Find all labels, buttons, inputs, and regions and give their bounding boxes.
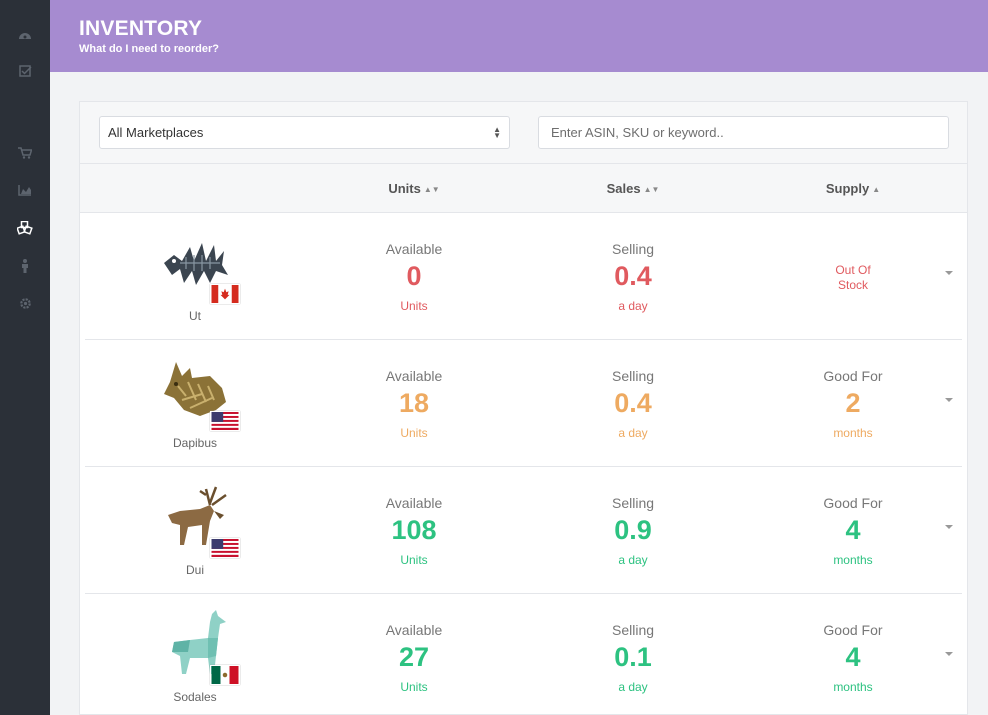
select-arrows-icon: ▲ ▼ [493, 124, 501, 140]
units-value: 108 [391, 515, 437, 545]
product-thumbnail-fish [160, 227, 232, 299]
inventory-icon[interactable] [17, 221, 33, 235]
table-row[interactable]: Ut Available 0 Units Selling 0.4 a day O… [85, 213, 962, 340]
sales-cell: Selling 0.4 a day [553, 340, 713, 467]
sort-icon: ▲▼ [423, 185, 440, 194]
table-row[interactable]: Sodales Available 27 Units Selling 0.1 a… [85, 594, 962, 715]
product-name: Sodales [173, 690, 217, 704]
units-unit: Units [400, 553, 428, 567]
supply-value: 2 [845, 388, 861, 418]
person-icon[interactable] [17, 259, 33, 273]
supply-label: Good For [823, 495, 883, 511]
search-input[interactable] [538, 116, 949, 149]
product-cell: Dapibus [155, 354, 245, 458]
expand-caret-icon[interactable] [945, 271, 953, 275]
supply-cell: Out Of Stock [773, 213, 933, 340]
table-row[interactable]: Dapibus Available 18 Units Selling 0.4 a… [85, 340, 962, 467]
sort-asc-icon: ▲ [872, 185, 881, 194]
supply-label: Good For [823, 368, 883, 384]
page-subtitle: What do I need to reorder? [79, 43, 219, 55]
inventory-card: All Marketplaces ▲▼ Units▲▼ Sales▲▼ Supp… [79, 101, 968, 715]
units-cell: Available 27 Units [334, 594, 494, 715]
column-header-row: Units ▲▼ Sales ▲▼ Supply ▲ [80, 164, 967, 213]
units-unit: Units [400, 426, 428, 440]
column-header-sales-label: Sales [606, 181, 641, 196]
units-label: Available [385, 241, 443, 257]
sales-label: Selling [611, 368, 655, 384]
sales-cell: Selling 0.9 a day [553, 467, 713, 594]
filter-bar: All Marketplaces ▲ ▼ [80, 102, 967, 164]
supply-value: 4 [845, 642, 861, 672]
sort-icon: ▲▼ [643, 185, 660, 194]
supply-cell: Good For 4 months [773, 467, 933, 594]
product-name: Ut [189, 309, 201, 323]
product-name: Dui [185, 563, 204, 577]
column-header-units-label: Units [388, 181, 421, 196]
column-header-units[interactable]: Units ▲▼ [388, 181, 439, 196]
sales-value: 0.9 [614, 515, 652, 545]
sales-unit: a day [618, 680, 648, 694]
sales-unit: a day [618, 553, 648, 567]
units-unit: Units [400, 680, 428, 694]
supply-unit: months [833, 426, 873, 440]
units-cell: Available 18 Units [334, 340, 494, 467]
units-label: Available [385, 495, 443, 511]
table-row[interactable]: Dui Available 108 Units Selling 0.9 a da… [85, 467, 962, 594]
sales-value: 0.4 [614, 388, 652, 418]
column-header-supply[interactable]: Supply ▲ [826, 181, 880, 196]
supply-cell: Good For 4 months [773, 594, 933, 715]
sales-label: Selling [611, 622, 655, 638]
marketplace-select[interactable]: All Marketplaces ▲ ▼ [99, 116, 510, 149]
canada-flag [210, 284, 240, 304]
supply-value: 4 [845, 515, 861, 545]
units-value: 27 [398, 642, 430, 672]
sales-unit: a day [618, 299, 648, 313]
usa-flag [210, 538, 240, 558]
mexico-flag [210, 665, 240, 685]
product-cell: Sodales [155, 608, 245, 712]
sales-cell: Selling 0.4 a day [553, 213, 713, 340]
supply-label: Good For [823, 622, 883, 638]
product-thumbnail-llama [160, 608, 232, 680]
supply-unit: months [833, 680, 873, 694]
column-header-supply-label: Supply [825, 181, 870, 196]
supply-status: Out Of Stock [835, 263, 871, 292]
supply-unit: months [833, 553, 873, 567]
units-cell: Available 108 Units [334, 467, 494, 594]
gear-icon[interactable] [17, 296, 33, 310]
expand-caret-icon[interactable] [945, 525, 953, 529]
expand-caret-icon[interactable] [945, 652, 953, 656]
units-unit: Units [400, 299, 428, 313]
supply-cell: Good For 2 months [773, 340, 933, 467]
dashboard-icon[interactable] [17, 27, 33, 41]
sales-unit: a day [618, 426, 648, 440]
chart-icon[interactable] [17, 183, 33, 197]
product-name: Dapibus [172, 436, 218, 450]
units-label: Available [385, 368, 443, 384]
sales-label: Selling [611, 241, 655, 257]
product-cell: Dui [155, 481, 245, 585]
usa-flag [210, 411, 240, 431]
units-value: 0 [406, 261, 422, 291]
sales-value: 0.1 [614, 642, 652, 672]
units-value: 18 [398, 388, 430, 418]
sales-label: Selling [611, 495, 655, 511]
sidebar [0, 0, 50, 715]
cart-icon[interactable] [17, 146, 33, 160]
marketplace-select-value: All Marketplaces [108, 125, 204, 140]
expand-caret-icon[interactable] [945, 398, 953, 402]
page-title: INVENTORY [79, 17, 203, 40]
page-header: INVENTORY What do I need to reorder? [50, 0, 988, 72]
product-cell: Ut [155, 227, 245, 331]
sales-cell: Selling 0.1 a day [553, 594, 713, 715]
column-header-sales[interactable]: Sales ▲▼ [607, 181, 660, 196]
units-label: Available [385, 622, 443, 638]
sales-value: 0.4 [614, 261, 652, 291]
units-cell: Available 0 Units [334, 213, 494, 340]
checklist-icon[interactable] [17, 64, 33, 78]
